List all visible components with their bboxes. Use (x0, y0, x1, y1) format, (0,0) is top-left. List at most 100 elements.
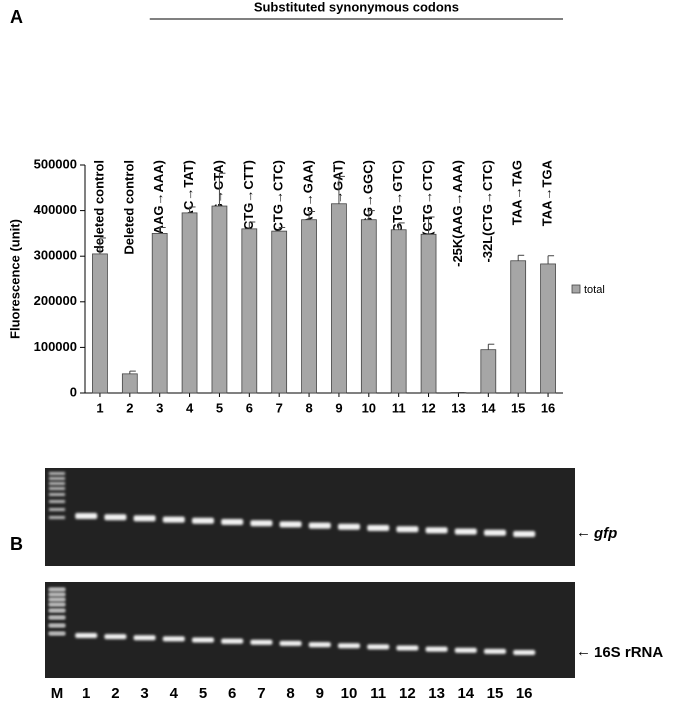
lane-label: 14 (457, 685, 474, 702)
y-tick-label: 200000 (34, 293, 77, 308)
x-tick-label: 3 (156, 400, 163, 415)
y-axis-label: Fluorescence (unit) (7, 219, 22, 339)
lane-label: 7 (257, 685, 265, 702)
x-tick-label: 13 (451, 400, 465, 415)
x-tick-label: 15 (511, 400, 525, 415)
legend-label: total (584, 284, 605, 296)
column-label: TAA→TAG (510, 160, 525, 225)
bar (510, 260, 527, 394)
bar (480, 349, 497, 394)
ladder-band (49, 616, 65, 619)
gel-band (250, 520, 273, 527)
gel-band (425, 527, 448, 534)
x-tick-label: 16 (541, 400, 555, 415)
bar (540, 263, 556, 394)
gel-band (454, 528, 477, 535)
column-label: Undeleted control (91, 160, 106, 271)
lane-label: 2 (111, 685, 119, 702)
ladder-band (49, 482, 65, 485)
column-label: -25K(AAG→AAA) (450, 160, 465, 267)
bar (181, 212, 198, 394)
gel-band (104, 514, 127, 521)
gel-band (192, 517, 214, 524)
ladder-band (49, 472, 65, 475)
x-tick-label: 1 (96, 400, 103, 415)
y-tick-label: 100000 (34, 339, 77, 354)
lane-label: 15 (487, 685, 504, 702)
lane-label: 3 (140, 685, 148, 702)
bar (92, 253, 108, 394)
y-tick-label: 500000 (34, 156, 77, 171)
lane-label: 6 (228, 685, 236, 702)
x-tick-label: 12 (421, 400, 435, 415)
ladder-band (49, 598, 65, 601)
bar (151, 232, 168, 394)
band-arrow: ← (576, 643, 591, 660)
bar (420, 233, 437, 394)
gel-band (367, 525, 390, 531)
gel-band (279, 640, 302, 646)
ladder-band (49, 500, 65, 503)
y-tick-label: 300000 (34, 248, 77, 263)
legend-swatch (571, 284, 581, 294)
gel-band (513, 650, 536, 655)
gel-band (367, 644, 390, 650)
lane-label: M (51, 685, 64, 702)
gel-band (513, 531, 536, 537)
panel-label: A (10, 7, 23, 27)
gel-band (75, 633, 98, 638)
group-label: Substituted synonymous codons (254, 0, 459, 14)
lane-label: 11 (370, 685, 386, 702)
lane-label: 13 (428, 685, 445, 702)
x-tick-label: 5 (216, 400, 223, 415)
ladder-band (49, 593, 65, 596)
x-tick-label: 2 (126, 400, 133, 415)
column-label: -32L(CTG→CTC) (480, 160, 495, 263)
gel-band (104, 634, 127, 640)
lane-label: 16 (516, 685, 533, 702)
gel-band (338, 643, 360, 649)
lane-label: 12 (399, 685, 416, 702)
gel-band (250, 639, 273, 645)
bar (301, 219, 317, 394)
gel-band (279, 521, 302, 528)
bar (271, 230, 288, 394)
bar (360, 219, 377, 394)
column-label: TAA→TGA (540, 159, 555, 226)
lane-label: 9 (316, 685, 324, 702)
gel-band (308, 642, 331, 648)
x-tick-label: 9 (335, 400, 342, 415)
gel-band (192, 637, 214, 643)
lane-label: 1 (82, 685, 90, 702)
ladder-band (49, 624, 65, 627)
x-tick-label: 14 (481, 400, 496, 415)
gel-band (162, 516, 185, 523)
ladder-band (49, 632, 65, 635)
band-arrow: ← (576, 524, 591, 541)
x-tick-label: 8 (305, 400, 312, 415)
lane-label: 10 (341, 685, 358, 702)
lane-label: 4 (170, 685, 179, 702)
y-tick-label: 400000 (34, 202, 77, 217)
x-tick-label: 7 (276, 400, 283, 415)
bar (121, 373, 138, 394)
panel-label: B (10, 534, 23, 554)
gel-band (396, 526, 419, 533)
ladder-band (49, 609, 65, 612)
gel-band (484, 529, 506, 536)
gel-band (425, 646, 448, 652)
gel-band (133, 515, 156, 522)
band-label: gfp (593, 525, 617, 542)
gel-band (221, 519, 244, 525)
bar (241, 228, 258, 394)
lane-label: 8 (286, 685, 294, 702)
gel-band (396, 645, 419, 651)
bar (331, 203, 347, 394)
column-label: Deleted control (121, 160, 136, 255)
x-tick-label: 6 (246, 400, 253, 415)
ladder-band (49, 603, 65, 606)
y-tick-label: 0 (70, 384, 77, 399)
gel-band (338, 523, 360, 530)
gel-band (133, 635, 156, 641)
